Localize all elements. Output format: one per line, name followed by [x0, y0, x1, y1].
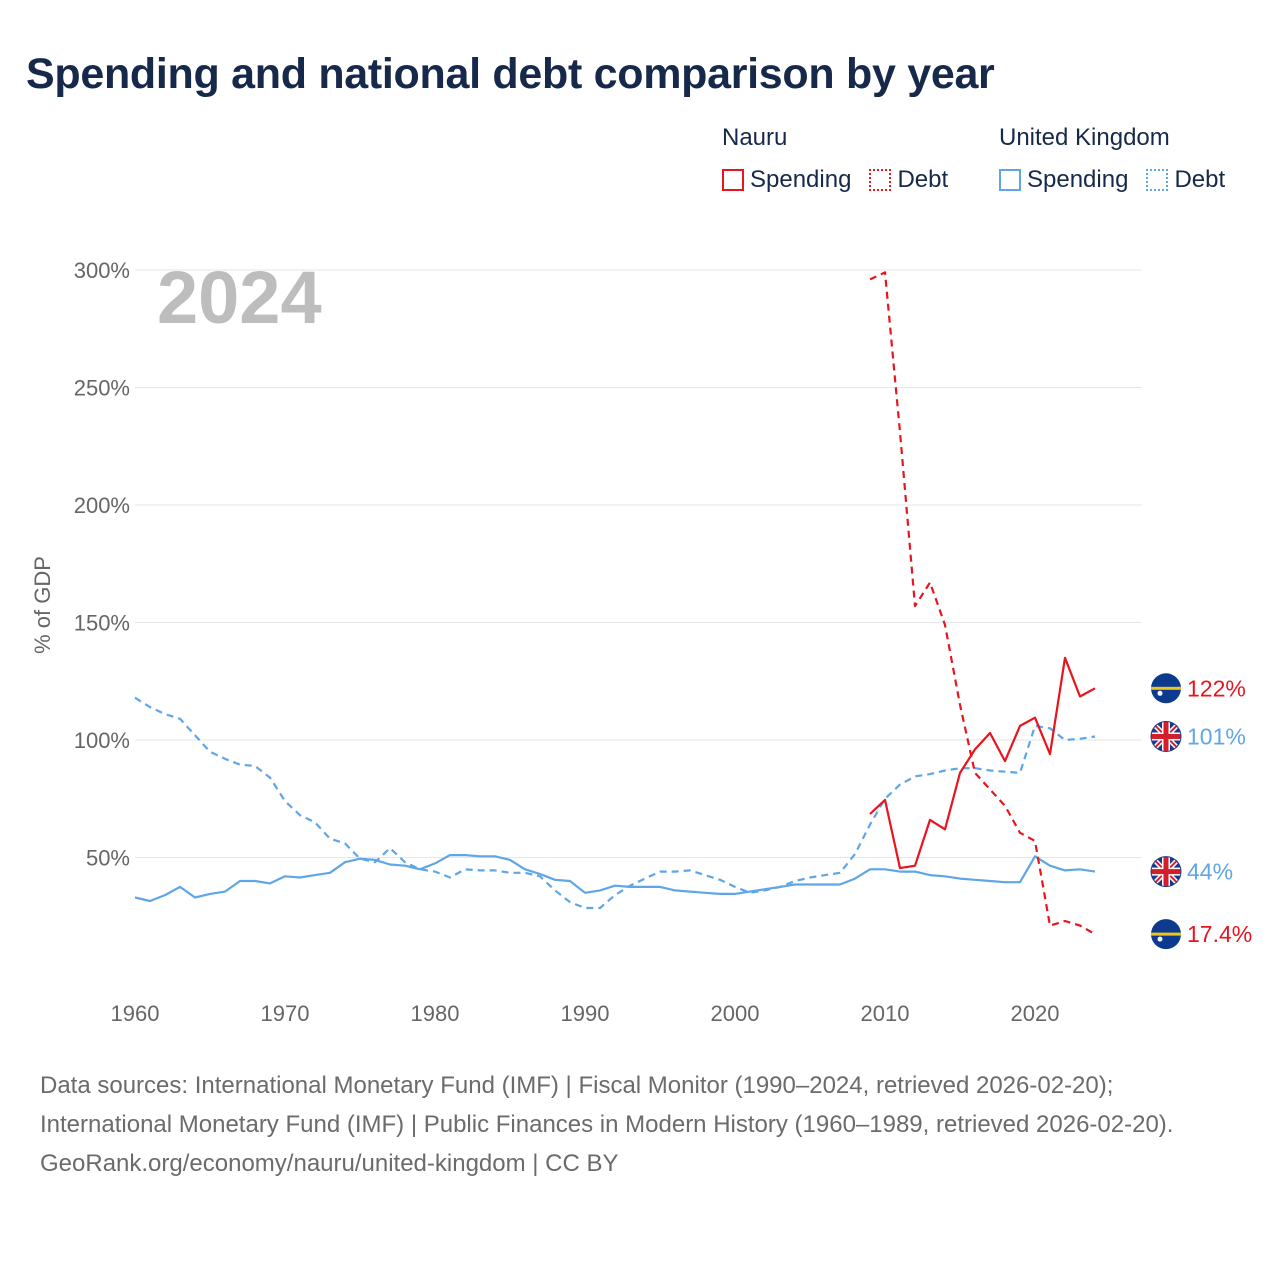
year-watermark: 2024: [157, 256, 322, 339]
legend-item-label: Debt: [1174, 166, 1226, 193]
legend-nauru-debt[interactable]: Debt: [869, 166, 948, 194]
data-sources: Data sources: International Monetary Fun…: [40, 1072, 1174, 1138]
legend-item-label: Debt: [897, 166, 949, 193]
y-tick-label: 50%: [86, 846, 130, 871]
series-end-label: 44%: [1187, 859, 1233, 885]
chart-title: Spending and national debt comparison by…: [26, 50, 995, 98]
x-tick-label: 1970: [261, 1001, 310, 1026]
x-tick-label: 2010: [861, 1001, 910, 1026]
uk-flag-icon: [1150, 856, 1182, 888]
legend-uk-debt[interactable]: Debt: [1146, 166, 1225, 194]
legend-nauru-spending[interactable]: Spending: [722, 166, 851, 194]
series-line-nauru-debt[interactable]: [869, 271, 1096, 936]
y-tick-label: 150%: [74, 611, 130, 636]
series-line-united-kingdom-spending[interactable]: [134, 853, 1096, 903]
series-end-label: 17.4%: [1187, 921, 1252, 947]
x-tick-label: 1990: [561, 1001, 610, 1026]
x-tick-label: 2020: [1011, 1001, 1060, 1026]
y-tick-label: 300%: [74, 258, 130, 283]
x-tick-labels: 1960 1970 1980 1990 2000 2010 2020: [111, 1001, 1060, 1026]
y-tick-labels: 50% 100% 150% 200% 250% 300%: [74, 258, 130, 871]
x-tick-label: 2000: [711, 1001, 760, 1026]
nauru-flag-icon: [1151, 919, 1181, 950]
legend-country-label: Nauru: [722, 124, 788, 151]
series-line-nauru-spending[interactable]: [869, 656, 1096, 870]
series-layer: [134, 271, 1096, 936]
series-end-label: 122%: [1187, 675, 1246, 701]
legend-solid-swatch: [999, 169, 1021, 191]
line-chart: 2024 % of GDP 50% 100% 150% 200% 250% 300% 19…: [30, 256, 1252, 1026]
legend-dotted-swatch: [869, 169, 892, 191]
y-axis-label: % of GDP: [30, 556, 55, 654]
grid-layer: [135, 269, 1142, 858]
legend-nauru: Nauru Spending Debt: [722, 124, 966, 194]
legend-item-label: Spending: [1027, 166, 1129, 193]
credit-link[interactable]: GeoRank.org/economy/nauru/united-kingdom…: [40, 1150, 619, 1177]
y-tick-label: 100%: [74, 728, 130, 753]
legend-uk-spending[interactable]: Spending: [999, 166, 1128, 194]
x-tick-label: 1980: [411, 1001, 460, 1026]
series-end-label: 101%: [1187, 723, 1246, 749]
legend-united-kingdom: United Kingdom Spending Debt: [999, 124, 1243, 194]
y-tick-label: 250%: [74, 376, 130, 401]
legend-solid-swatch: [722, 169, 744, 191]
end-labels: 101% 44% 17.4% 122%: [1150, 673, 1252, 950]
y-tick-label: 200%: [74, 493, 130, 518]
legend-country-label: United Kingdom: [999, 124, 1170, 151]
nauru-flag-icon: [1151, 673, 1181, 704]
footer: Data sources: International Monetary Fun…: [40, 1066, 1240, 1183]
x-tick-label: 1960: [111, 1001, 160, 1026]
legend-item-label: Spending: [750, 166, 852, 193]
legend-dotted-swatch: [1146, 169, 1169, 191]
uk-flag-icon: [1150, 720, 1182, 752]
